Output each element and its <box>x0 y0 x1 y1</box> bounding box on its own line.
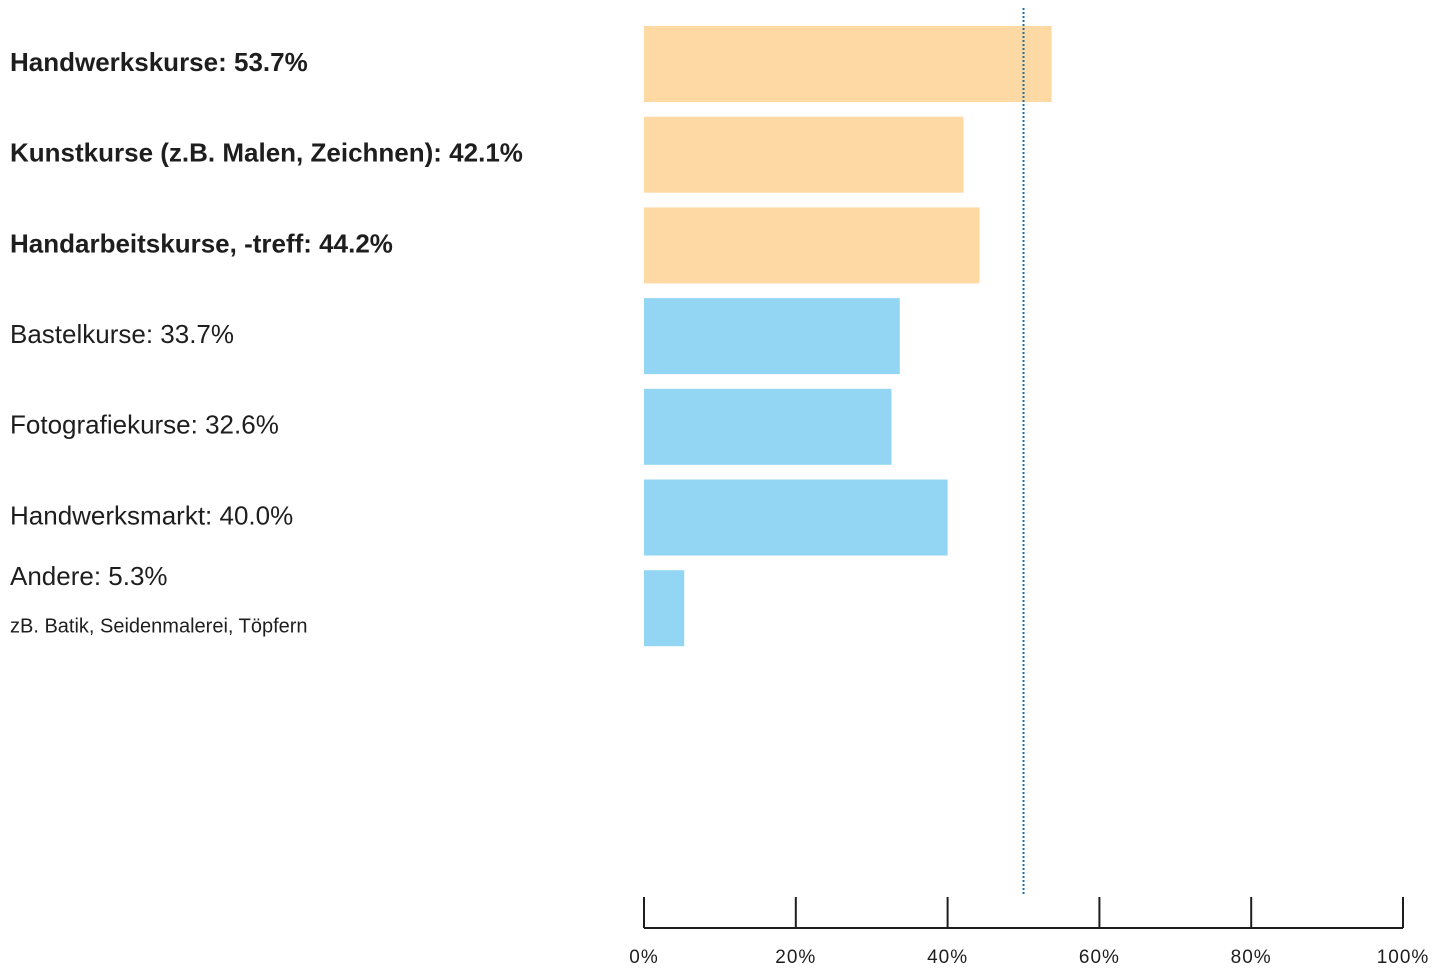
bar <box>644 207 980 284</box>
category-label: Handwerkskurse: 53.7% <box>10 47 308 77</box>
category-label: Bastelkurse: 33.7% <box>10 319 234 349</box>
category-label: Kunstkurse (z.B. Malen, Zeichnen): 42.1% <box>10 138 523 168</box>
bar <box>644 116 964 193</box>
annotation: zB. Batik, Seidenmalerei, Töpfern <box>10 615 308 637</box>
x-tick-label: 20% <box>775 947 816 968</box>
category-label: Handarbeitskurse, -treff: 44.2% <box>10 228 393 258</box>
category-label: Handwerksmarkt: 40.0% <box>10 500 293 530</box>
category-label: Fotografiekurse: 32.6% <box>10 410 279 440</box>
x-tick-label: 80% <box>1231 947 1272 968</box>
bar <box>644 26 1052 102</box>
x-tick-label: 40% <box>927 947 968 968</box>
x-tick-label: 100% <box>1377 947 1430 968</box>
bar <box>644 388 892 465</box>
bar <box>644 298 900 375</box>
bar <box>644 570 685 647</box>
category-label: Andere: 5.3% <box>10 561 168 591</box>
bar <box>644 479 948 556</box>
x-tick-label: 60% <box>1079 947 1120 968</box>
x-tick-label: 0% <box>629 947 658 968</box>
